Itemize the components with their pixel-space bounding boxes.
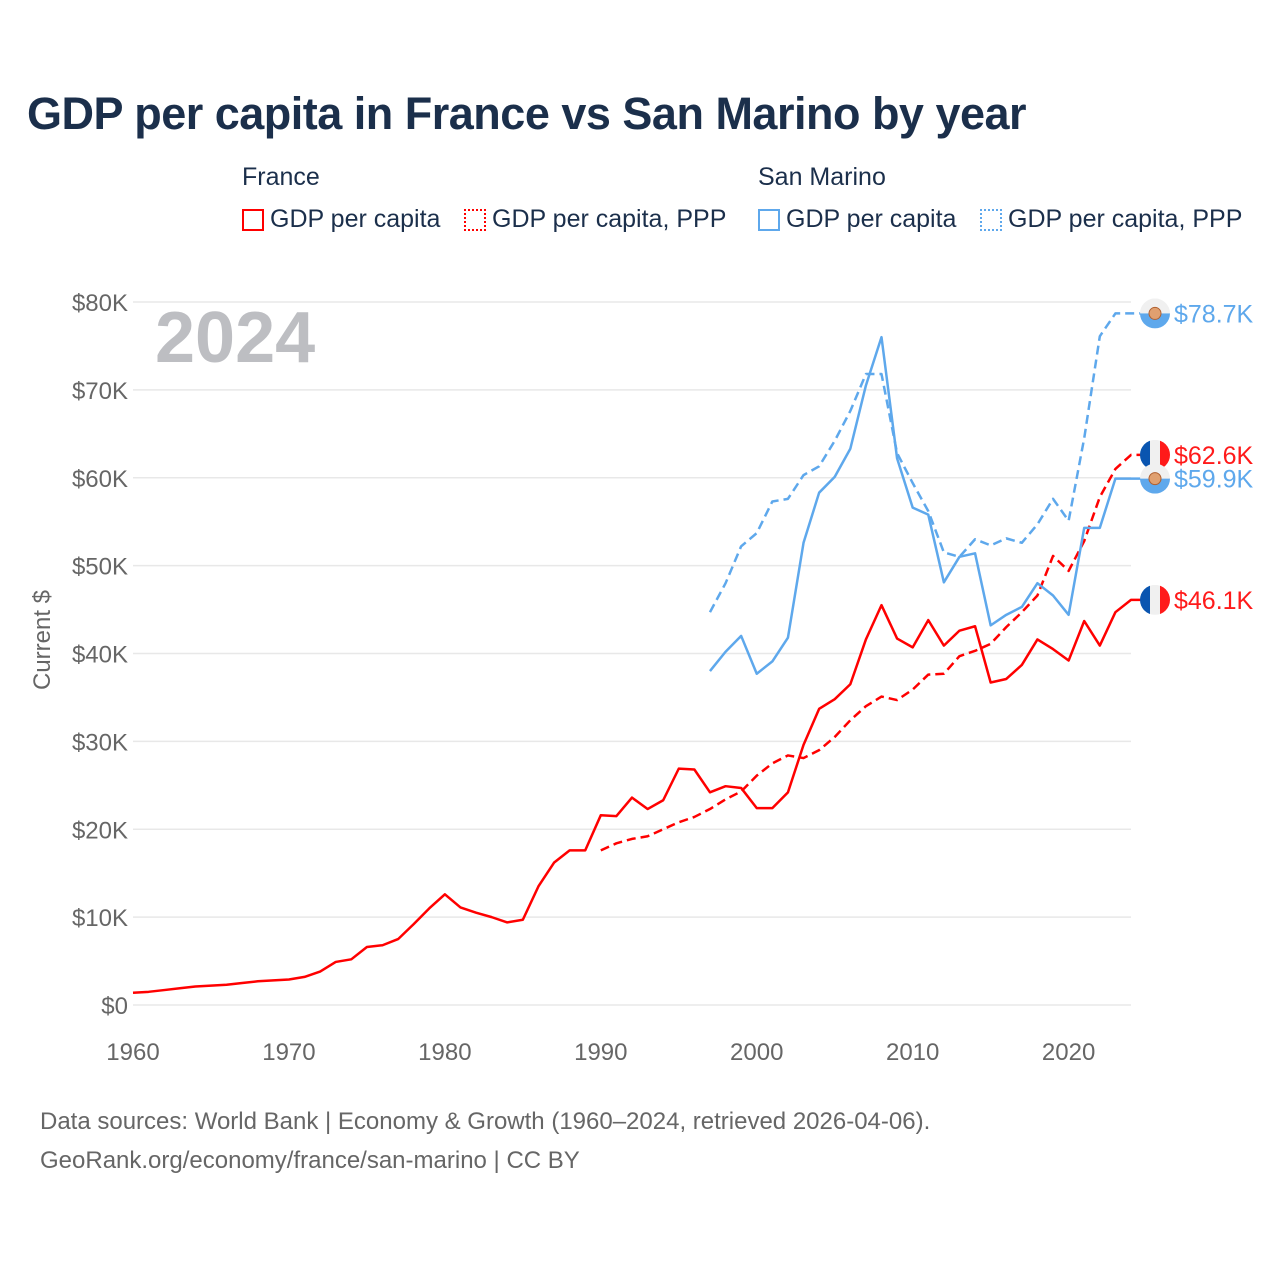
legend-label: GDP per capita — [786, 205, 957, 233]
france-flag-icon — [1140, 439, 1170, 470]
y-tick-label: $0 — [101, 993, 128, 1020]
series-line-1 — [600, 453, 1141, 852]
legend-label: GDP per capita, PPP — [492, 205, 727, 233]
legend-sm-gdp[interactable]: GDP per capita — [758, 205, 956, 234]
legend-sm-gdp-ppp[interactable]: GDP per capita, PPP — [980, 205, 1242, 234]
x-tick-label: 1990 — [574, 1039, 627, 1066]
y-tick-label: $60K — [72, 466, 128, 493]
legend-label: GDP per capita, PPP — [1008, 205, 1243, 233]
series-line-3 — [708, 312, 1141, 613]
y-tick-label: $80K — [72, 290, 128, 317]
y-tick-label: $70K — [72, 378, 128, 405]
san-marino-flag-icon — [1140, 463, 1170, 494]
legend-group-france: France — [242, 163, 320, 191]
y-tick-label: $30K — [72, 729, 128, 756]
end-value-label: $46.1K — [1174, 587, 1254, 615]
san-marino-flag-icon — [1140, 298, 1170, 329]
y-tick-label: $20K — [72, 817, 128, 844]
y-tick-label: $50K — [72, 554, 128, 581]
legend-group-san-marino: San Marino — [758, 163, 886, 191]
x-tick-label: 2010 — [886, 1039, 939, 1066]
source-line-2[interactable]: GeoRank.org/economy/france/san-marino | … — [40, 1147, 580, 1174]
legend-dotted-swatch-icon — [464, 208, 486, 231]
end-value-label: $78.7K — [1174, 300, 1254, 328]
legend-label: GDP per capita — [270, 205, 441, 233]
series-line-2 — [708, 335, 1141, 675]
chart-title: GDP per capita in France vs San Marino b… — [27, 88, 1027, 139]
y-tick-label: $40K — [72, 642, 128, 669]
series-line-0 — [132, 598, 1141, 994]
x-tick-label: 1980 — [418, 1039, 471, 1066]
legend-france-gdp[interactable]: GDP per capita — [242, 205, 440, 234]
year-watermark: 2024 — [155, 298, 315, 378]
x-tick-label: 2000 — [730, 1039, 783, 1066]
legend-france-gdp-ppp[interactable]: GDP per capita, PPP — [464, 205, 726, 234]
legend-solid-swatch-icon — [242, 208, 264, 231]
end-value-label: $59.9K — [1174, 466, 1254, 494]
france-flag-icon — [1140, 584, 1170, 615]
x-tick-label: 1970 — [262, 1039, 315, 1066]
x-tick-label: 1960 — [106, 1039, 159, 1066]
source-line-1: Data sources: World Bank | Economy & Gro… — [40, 1108, 931, 1135]
y-axis-title: Current $ — [29, 590, 56, 690]
legend-dotted-swatch-icon — [980, 208, 1002, 231]
end-value-label: $62.6K — [1174, 442, 1254, 470]
x-tick-label: 2020 — [1042, 1039, 1095, 1066]
y-tick-label: $10K — [72, 905, 128, 932]
legend-solid-swatch-icon — [758, 208, 780, 231]
